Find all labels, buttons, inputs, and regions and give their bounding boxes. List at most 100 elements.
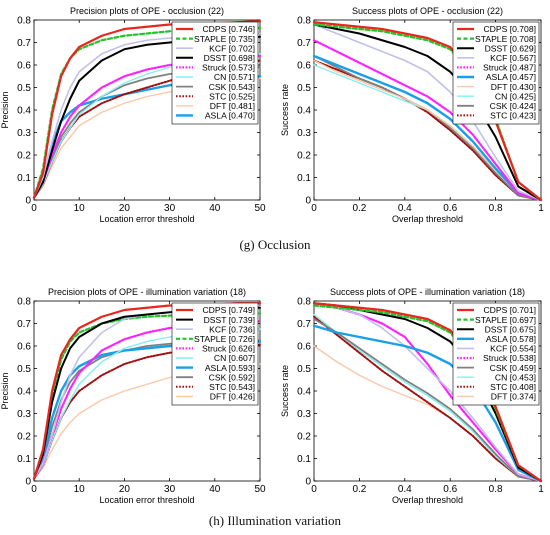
x-tick-label: 50: [254, 203, 266, 214]
y-tick-label: 0.6: [297, 342, 311, 353]
legend: CDPS [0.749]DSST [0.739]KCF [0.736]STAPL…: [171, 302, 259, 406]
x-axis-label: Location error threshold: [99, 214, 194, 224]
legend-entry-csk: CSK [0.459]: [490, 363, 536, 373]
y-tick-label: 0.8: [297, 16, 311, 27]
y-tick-label: 0.4: [297, 106, 311, 117]
y-tick-label: 0.3: [17, 128, 31, 139]
x-tick-label: 20: [119, 484, 131, 495]
legend-entry-cn: CN [0.571]: [214, 72, 255, 82]
x-tick-label: 10: [74, 484, 86, 495]
x-tick-label: 0.2: [352, 484, 366, 495]
y-tick-label: 0.5: [297, 364, 311, 375]
y-tick-label: 0.3: [17, 409, 31, 420]
legend-entry-cdps: CDPS [0.701]: [483, 305, 536, 315]
legend-entry-cn: CN [0.607]: [214, 353, 255, 363]
y-tick-label: 0.8: [297, 297, 311, 308]
legend-entry-csk: CSK [0.592]: [209, 372, 255, 382]
y-tick-label: 0.3: [297, 128, 311, 139]
x-tick-label: 0: [311, 203, 317, 214]
chart-panel-4: Success plots of OPE - illumination vari…: [280, 287, 544, 505]
y-tick-label: 0: [25, 477, 31, 488]
chart-panel-3: Precision plots of OPE - illumination va…: [0, 287, 266, 505]
y-tick-label: 0.2: [297, 432, 311, 443]
legend-entry-dft: DFT [0.426]: [210, 392, 255, 402]
x-tick-label: 40: [209, 484, 221, 495]
y-tick-label: 0.5: [17, 364, 31, 375]
y-tick-label: 0.4: [17, 106, 31, 117]
y-tick-label: 0.1: [17, 454, 31, 465]
y-axis-label: Precision: [0, 91, 10, 128]
series-lines: [312, 21, 543, 202]
caption-occlusion: (g) Occlusion: [239, 237, 311, 252]
x-tick-label: 0: [311, 484, 317, 495]
y-tick-label: 0.1: [17, 173, 31, 184]
series-line-dsst: [313, 302, 542, 482]
y-tick-label: 0.7: [17, 38, 31, 49]
legend-entry-stc: STC [0.408]: [490, 382, 536, 392]
chart-title: Precision plots of OPE - illumination va…: [48, 287, 246, 297]
y-tick-label: 0.2: [17, 432, 31, 443]
x-tick-label: 0: [31, 484, 37, 495]
chart-panel-2: Success plots of OPE - occlusion (22) 0 0.…: [280, 6, 544, 224]
legend-entry-staple: STAPLE [0.697]: [475, 315, 536, 325]
chart-title: Precision plots of OPE - occlusion (22): [70, 6, 224, 16]
legend-entry-asla: ASLA [0.470]: [205, 111, 255, 121]
y-tick-label: 0.7: [297, 38, 311, 49]
x-axis-label: Overlap threshold: [392, 214, 463, 224]
legend-entry-kcf: KCF [0.554]: [490, 344, 536, 354]
chart-title: Success plots of OPE - occlusion (22): [352, 6, 503, 16]
y-tick-label: 0.2: [17, 151, 31, 162]
y-tick-label: 0.6: [17, 342, 31, 353]
x-tick-label: 0.4: [398, 203, 412, 214]
legend-entry-csk: CSK [0.424]: [490, 101, 536, 111]
legend-entry-asla: ASLA [0.593]: [205, 363, 255, 373]
x-tick-label: 0.8: [489, 203, 503, 214]
series-line-cn: [313, 313, 542, 482]
legend-entry-dsst: DSST [0.698]: [204, 53, 255, 63]
legend-entry-cn: CN [0.453]: [495, 372, 536, 382]
series-line-cdps: [312, 302, 543, 483]
legend-entry-staple: STAPLE [0.735]: [194, 34, 255, 44]
legend-entry-cdps: CDPS [0.746]: [202, 24, 255, 34]
series-lines: [312, 302, 543, 483]
x-tick-label: 1: [538, 203, 544, 214]
series-line-csk: [313, 318, 542, 482]
legend-entry-staple: STAPLE [0.726]: [194, 334, 255, 344]
y-tick-label: 0.6: [17, 61, 31, 72]
y-axis-label: Success rate: [280, 365, 290, 417]
legend-entry-kcf: KCF [0.702]: [209, 43, 255, 53]
legend-entry-cdps: CDPS [0.749]: [202, 305, 255, 315]
legend-entry-stc: STC [0.525]: [209, 91, 255, 101]
legend-entry-staple: STAPLE [0.708]: [475, 34, 536, 44]
y-tick-label: 0.6: [297, 61, 311, 72]
y-tick-label: 0.4: [17, 387, 31, 398]
legend-entry-stc: STC [0.543]: [209, 382, 255, 392]
legend-entry-dsst: DSST [0.739]: [204, 315, 255, 325]
legend: CDPS [0.746]STAPLE [0.735]KCF [0.702]DSS…: [171, 21, 259, 125]
legend-entry-cdps: CDPS [0.708]: [483, 24, 536, 34]
series-line-struck: [312, 39, 543, 202]
x-tick-label: 0: [31, 203, 37, 214]
y-tick-label: 0.1: [297, 173, 311, 184]
y-tick-label: 0.7: [17, 319, 31, 330]
x-tick-label: 50: [254, 484, 266, 495]
series-line-dsst: [313, 23, 542, 201]
series-line-kcf: [313, 23, 542, 201]
x-tick-label: 0.6: [443, 484, 457, 495]
y-axis-label: Precision: [0, 372, 10, 409]
y-tick-label: 0.5: [297, 83, 311, 94]
y-tick-label: 0.7: [297, 319, 311, 330]
x-tick-label: 1: [538, 484, 544, 495]
x-tick-label: 20: [119, 203, 131, 214]
x-tick-label: 10: [74, 203, 86, 214]
x-tick-label: 30: [164, 484, 176, 495]
legend-entry-cn: CN [0.425]: [495, 91, 536, 101]
legend-entry-csk: CSK [0.543]: [209, 82, 255, 92]
y-tick-label: 0.8: [17, 16, 31, 27]
legend-entry-dft: DFT [0.430]: [491, 82, 536, 92]
series-line-asla: [312, 54, 543, 202]
series-line-kcf: [313, 302, 542, 482]
y-tick-label: 0: [305, 477, 311, 488]
chart-panel-1: Precision plots of OPE - occlusion (22) 0…: [0, 6, 266, 224]
